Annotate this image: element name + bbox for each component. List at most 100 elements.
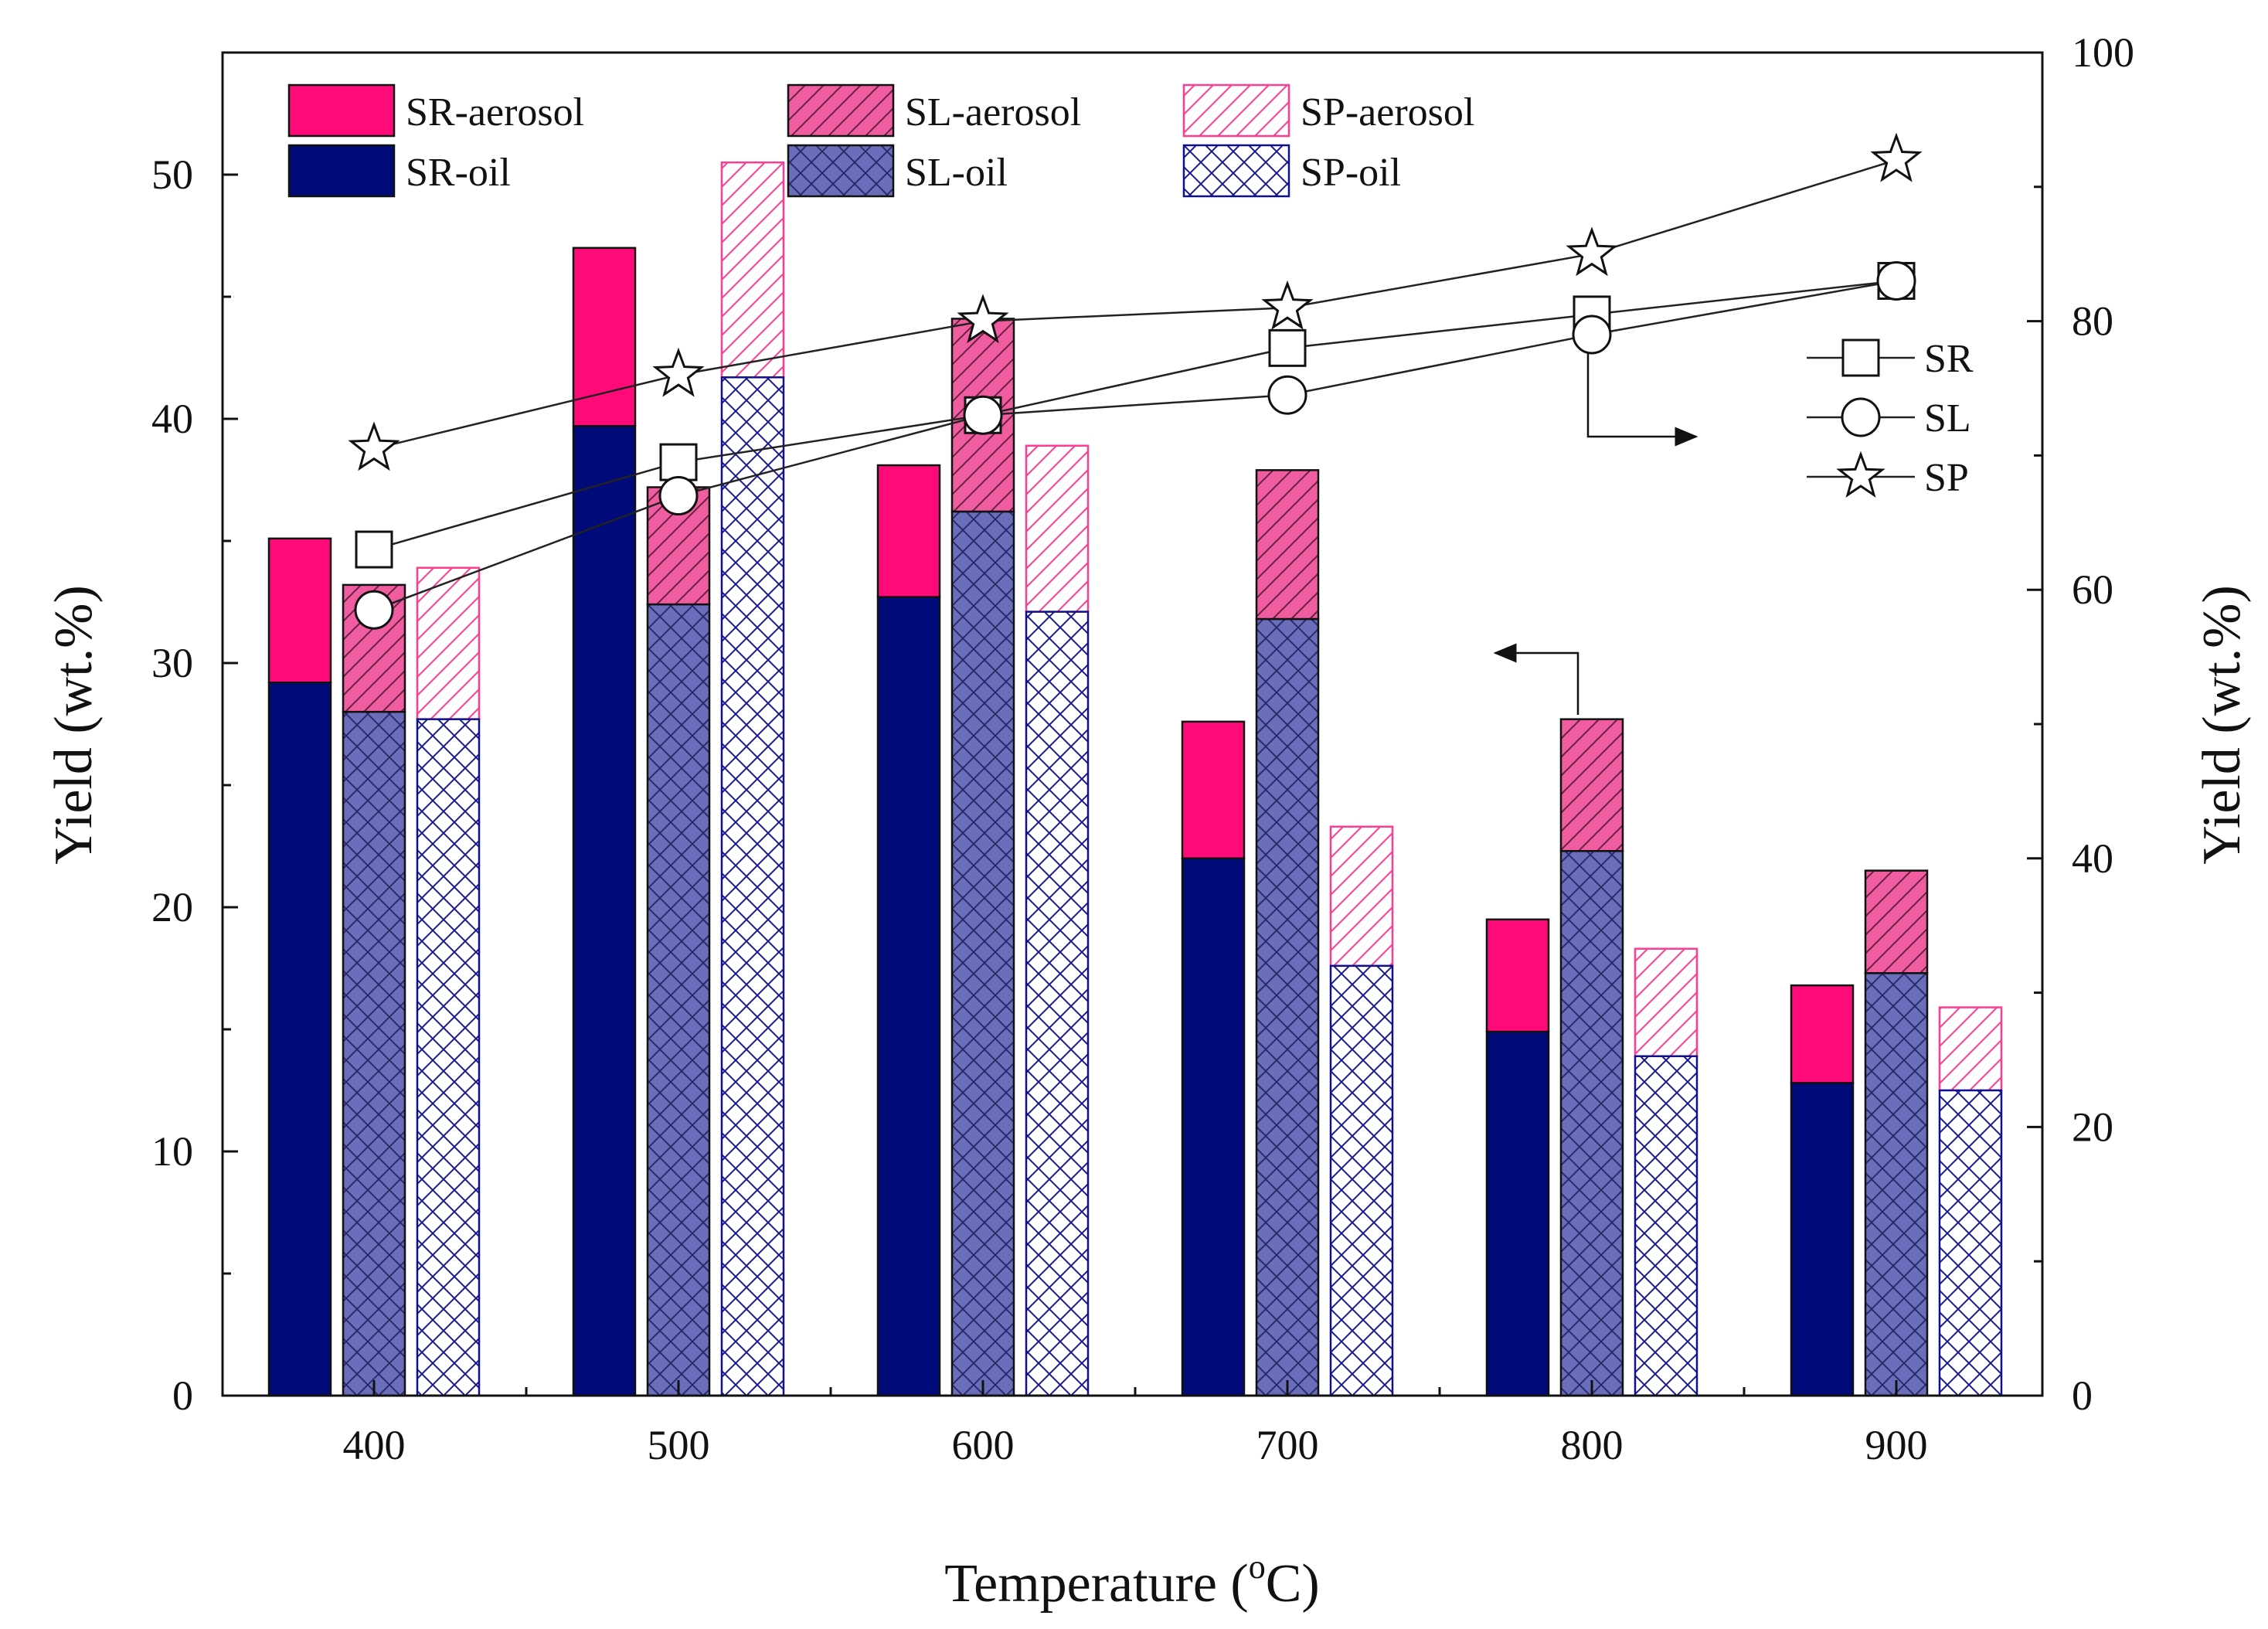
marker-sp-600 <box>957 294 1009 344</box>
bar-sp-500-aerosol <box>720 161 785 379</box>
marker-sr-700 <box>1268 328 1307 367</box>
left-axis-arrow <box>1493 643 1579 715</box>
legend-swatch-sr-aerosol <box>287 83 396 138</box>
y-right-tick-label: 20 <box>2072 1104 2113 1150</box>
bar-sl-600-oil <box>950 510 1015 1397</box>
legend-label-sl-oil: SL-oil <box>905 151 1008 195</box>
x-tick-label: 700 <box>1256 1422 1319 1468</box>
bar-sp-900-oil <box>1938 1089 2003 1397</box>
y-left-tick-label: 0 <box>172 1372 193 1419</box>
bar-sr-700-oil <box>1181 857 1246 1397</box>
y-right-tick-label: 100 <box>2072 29 2134 76</box>
marker-sl-400 <box>354 590 394 630</box>
bar-sl-500-oil <box>646 603 711 1397</box>
legend-label-sl-aerosol: SL-aerosol <box>905 90 1081 134</box>
bar-legend: SR-aerosol SL-aerosol SP-aerosol SR-oil … <box>287 83 1474 198</box>
line-sr <box>373 280 1897 551</box>
left-tick-labels: 0 10 20 30 40 50 <box>151 151 193 1419</box>
x-tick-label: 800 <box>1561 1422 1624 1468</box>
bar-layer <box>267 161 2003 1397</box>
bar-sp-500-oil <box>720 376 785 1397</box>
marker-sr-500 <box>659 443 698 481</box>
right-axis-arrow <box>1586 352 1698 447</box>
bar-sr-500-oil <box>572 425 637 1397</box>
marker-sl-600 <box>963 395 1003 435</box>
bar-sl-800-aerosol <box>1559 718 1624 852</box>
bar-sp-400-oil <box>416 718 481 1397</box>
y-left-tick-label: 10 <box>151 1128 193 1175</box>
y-right-tick-label: 0 <box>2072 1372 2093 1419</box>
legend-label-sp-aerosol: SP-aerosol <box>1301 90 1474 134</box>
bar-sl-700-oil <box>1255 617 1320 1397</box>
bar-sr-600-oil <box>876 596 941 1397</box>
marker-sp-800 <box>1566 226 1618 277</box>
bar-sp-400-aerosol <box>416 566 481 720</box>
marker-sl-700 <box>1267 375 1307 415</box>
bar-sl-900-aerosol <box>1864 869 1929 974</box>
bar-sp-600-aerosol <box>1025 444 1090 613</box>
legend-label-sr-aerosol: SR-aerosol <box>406 90 584 134</box>
line-legend-label-sr: SR <box>1924 337 1974 381</box>
marker-sl-900 <box>1876 260 1916 301</box>
bar-sp-700-aerosol <box>1329 825 1394 968</box>
legend-swatch-sp-aerosol <box>1182 83 1290 138</box>
bar-sp-900-aerosol <box>1938 1006 2003 1092</box>
tick-layer <box>223 51 2042 1397</box>
line-legend-label-sp: SP <box>1924 456 1969 500</box>
y-right-tick-label: 60 <box>2072 566 2113 613</box>
marker-sp-500 <box>652 347 705 397</box>
y-left-tick-label: 20 <box>151 884 193 930</box>
bar-sp-800-aerosol <box>1634 947 1698 1058</box>
bar-sl-900-oil <box>1864 972 1929 1397</box>
line-legend: SR SL SP <box>1807 337 1974 500</box>
legend-swatch-sl-oil <box>787 144 895 198</box>
bar-sr-800-oil <box>1485 1030 1550 1397</box>
marker-sr-400 <box>355 530 393 569</box>
y-left-tick-label: 40 <box>151 396 193 442</box>
bar-sl-700-aerosol <box>1255 469 1320 621</box>
marker-sp-900 <box>1870 132 1923 182</box>
bar-sr-900-aerosol <box>1790 984 1855 1084</box>
marker-sl-500 <box>658 476 699 516</box>
legend-label-sr-oil: SR-oil <box>406 151 511 195</box>
square-icon <box>1841 338 1880 377</box>
x-tick-label: 400 <box>343 1422 406 1468</box>
bar-sl-800-oil <box>1559 850 1624 1397</box>
y-axis-title-right: Yield (wt.%) <box>2192 585 2252 865</box>
legend-swatch-sr-oil <box>287 144 396 198</box>
y-right-tick-label: 80 <box>2072 298 2113 345</box>
x-tick-label: 500 <box>648 1422 710 1468</box>
y-axis-title-left: Yield (wt.%) <box>44 585 104 865</box>
circle-icon <box>1841 397 1881 437</box>
star-icon <box>1836 451 1885 498</box>
y-left-tick-label: 30 <box>151 640 193 686</box>
bar-sp-800-oil <box>1634 1055 1698 1397</box>
line-sp <box>373 158 1897 450</box>
bar-sr-400-oil <box>267 682 332 1397</box>
x-tick-label: 900 <box>1865 1422 1928 1468</box>
marker-sp-700 <box>1261 280 1314 330</box>
bar-sr-900-oil <box>1790 1082 1855 1397</box>
right-tick-labels: 0 20 40 60 80 100 <box>2072 29 2134 1419</box>
line-legend-label-sl: SL <box>1924 396 1971 440</box>
marker-sl-800 <box>1572 315 1612 355</box>
plot-frame <box>221 51 2044 1397</box>
x-tick-labels: 400 500 600 700 800 900 <box>343 1422 1928 1468</box>
marker-sp-400 <box>348 421 400 471</box>
legend-swatch-sp-oil <box>1182 144 1290 198</box>
bar-sr-800-aerosol <box>1485 918 1550 1033</box>
bar-sr-700-aerosol <box>1181 720 1246 860</box>
x-tick-label: 600 <box>952 1422 1015 1468</box>
y-left-tick-label: 50 <box>151 151 193 198</box>
x-axis-title: Temperature (oC) <box>944 1548 1319 1614</box>
bar-sr-400-aerosol <box>267 537 332 684</box>
bar-sp-600-oil <box>1025 610 1090 1397</box>
legend-swatch-sl-aerosol <box>787 83 895 138</box>
bar-sr-500-aerosol <box>572 247 637 427</box>
y-right-tick-label: 40 <box>2072 835 2113 882</box>
line-layer <box>348 132 1923 630</box>
line-sl <box>373 280 1897 611</box>
bar-sl-400-oil <box>342 710 406 1397</box>
legend-label-sp-oil: SP-oil <box>1301 151 1401 195</box>
